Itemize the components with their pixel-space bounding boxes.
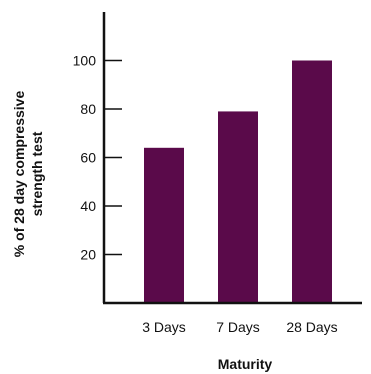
x-tick-label: 28 Days [286,319,337,335]
x-axis-title: Maturity [218,356,273,372]
y-tick-label: 60 [80,150,96,166]
y-axis-title-line-2: strength test [29,131,45,216]
y-tick-label: 80 [80,101,96,117]
x-tick-label: 7 Days [216,319,260,335]
y-axis-title-line-1: % of 28 day compressive [11,91,27,258]
bars [144,60,332,303]
y-tick-label: 100 [73,53,97,69]
y-axis-title: % of 28 day compressive strength test [11,91,45,258]
x-tick-label: 3 Days [142,319,186,335]
y-tick-label: 20 [80,247,96,263]
bar-3-days [144,147,184,303]
y-tick-label: 40 [80,198,96,214]
x-axis-ticks: 3 Days 7 Days 28 Days [142,319,337,335]
bar-7-days [218,111,258,303]
y-axis-ticks: 20 40 60 80 100 [73,53,122,263]
bar-28-days [292,60,332,303]
